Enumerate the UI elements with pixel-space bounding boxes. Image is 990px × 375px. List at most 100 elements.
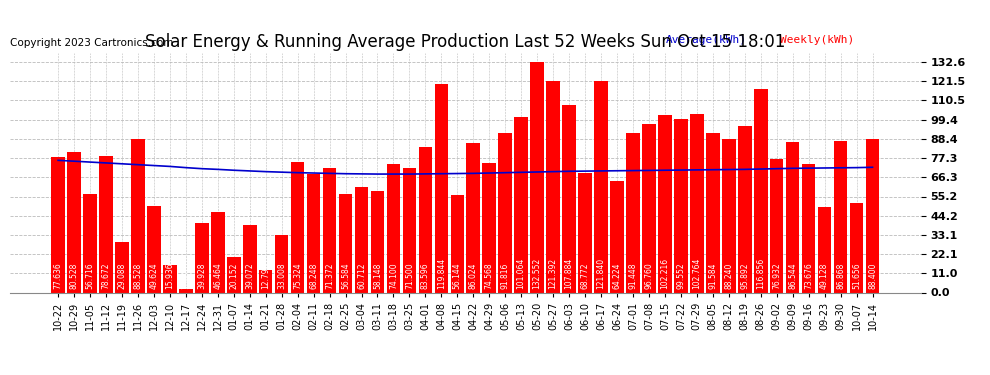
Text: 121.840: 121.840	[597, 258, 606, 289]
Bar	[786, 142, 800, 292]
Text: 49.128: 49.128	[820, 262, 829, 289]
Text: 86.868: 86.868	[837, 262, 845, 289]
Bar	[770, 159, 783, 292]
Text: 56.144: 56.144	[452, 262, 461, 289]
Bar	[627, 134, 640, 292]
Text: 86.024: 86.024	[469, 262, 478, 289]
Text: Copyright 2023 Cartronics.com: Copyright 2023 Cartronics.com	[10, 38, 173, 48]
Bar	[243, 225, 256, 292]
Bar	[148, 206, 160, 292]
Text: 46.464: 46.464	[213, 262, 223, 289]
Bar	[658, 115, 671, 292]
Text: 88.400: 88.400	[868, 262, 877, 289]
Bar	[291, 162, 304, 292]
Bar	[865, 139, 879, 292]
Text: 49.624: 49.624	[149, 262, 158, 289]
Bar	[227, 258, 241, 292]
Text: 68.772: 68.772	[580, 262, 590, 289]
Bar	[259, 270, 272, 292]
Bar	[179, 289, 193, 292]
Text: 116.856: 116.856	[756, 258, 765, 289]
Bar	[482, 163, 496, 292]
Text: 102.216: 102.216	[660, 258, 669, 289]
Text: 88.528: 88.528	[134, 263, 143, 289]
Text: 132.552: 132.552	[533, 258, 542, 289]
Bar	[515, 117, 528, 292]
Text: 83.596: 83.596	[421, 262, 430, 289]
Bar	[419, 147, 433, 292]
Bar	[370, 191, 384, 292]
Text: 86.544: 86.544	[788, 262, 797, 289]
Text: 12.796: 12.796	[261, 262, 270, 289]
Bar	[339, 194, 352, 292]
Text: 91.448: 91.448	[629, 262, 638, 289]
Bar	[387, 164, 400, 292]
Text: 88.240: 88.240	[725, 262, 734, 289]
Text: 91.816: 91.816	[501, 262, 510, 289]
Text: 78.672: 78.672	[102, 262, 111, 289]
Bar	[403, 168, 416, 292]
Text: 99.552: 99.552	[676, 262, 685, 289]
Text: 77.636: 77.636	[53, 262, 62, 289]
Text: Weekly(kWh): Weekly(kWh)	[779, 35, 853, 45]
Bar	[195, 223, 209, 292]
Bar	[115, 242, 129, 292]
Text: 76.932: 76.932	[772, 262, 781, 289]
Bar	[802, 164, 816, 292]
Bar	[51, 158, 65, 292]
Bar	[706, 133, 720, 292]
Text: 96.760: 96.760	[644, 262, 653, 289]
Text: 51.656: 51.656	[852, 262, 861, 289]
Bar	[323, 168, 337, 292]
Bar	[67, 153, 81, 292]
Bar	[435, 84, 448, 292]
Bar	[83, 194, 97, 292]
Title: Solar Energy & Running Average Production Last 52 Weeks Sun Oct 15 18:01: Solar Energy & Running Average Productio…	[146, 33, 785, 51]
Bar	[546, 81, 560, 292]
Bar	[275, 235, 288, 292]
Bar	[163, 265, 176, 292]
Bar	[354, 187, 368, 292]
Bar	[594, 81, 608, 292]
Bar	[562, 105, 576, 292]
Text: 20.152: 20.152	[230, 262, 239, 289]
Bar	[131, 138, 145, 292]
Text: 73.676: 73.676	[804, 262, 813, 289]
Bar	[818, 207, 832, 292]
Text: 119.844: 119.844	[437, 258, 446, 289]
Text: 29.088: 29.088	[118, 262, 127, 289]
Bar	[738, 126, 751, 292]
Text: 71.500: 71.500	[405, 262, 414, 289]
Text: 91.584: 91.584	[708, 262, 718, 289]
Text: 39.928: 39.928	[197, 262, 206, 289]
Text: 74.568: 74.568	[485, 262, 494, 289]
Text: 56.716: 56.716	[85, 262, 94, 289]
Text: 60.712: 60.712	[357, 262, 366, 289]
Text: 64.224: 64.224	[613, 262, 622, 289]
Bar	[466, 143, 480, 292]
Bar	[834, 141, 847, 292]
Bar	[722, 139, 736, 292]
Bar	[754, 89, 767, 292]
Text: 121.392: 121.392	[548, 258, 557, 289]
Text: 58.148: 58.148	[373, 262, 382, 289]
Bar	[531, 62, 544, 292]
Bar	[99, 156, 113, 292]
Text: 107.884: 107.884	[564, 258, 573, 289]
Text: 102.764: 102.764	[692, 258, 701, 289]
Bar	[849, 202, 863, 292]
Text: 68.248: 68.248	[309, 262, 318, 289]
Bar	[498, 133, 512, 292]
Text: 71.372: 71.372	[325, 262, 334, 289]
Bar	[674, 119, 688, 292]
Bar	[578, 173, 592, 292]
Text: 15.936: 15.936	[165, 262, 174, 289]
Text: 80.528: 80.528	[69, 262, 78, 289]
Text: 101.064: 101.064	[517, 258, 526, 289]
Text: 39.072: 39.072	[246, 262, 254, 289]
Text: 75.324: 75.324	[293, 262, 302, 289]
Text: 33.008: 33.008	[277, 262, 286, 289]
Text: Average(kWh): Average(kWh)	[665, 35, 746, 45]
Text: 74.100: 74.100	[389, 262, 398, 289]
Text: 1.928: 1.928	[181, 267, 190, 289]
